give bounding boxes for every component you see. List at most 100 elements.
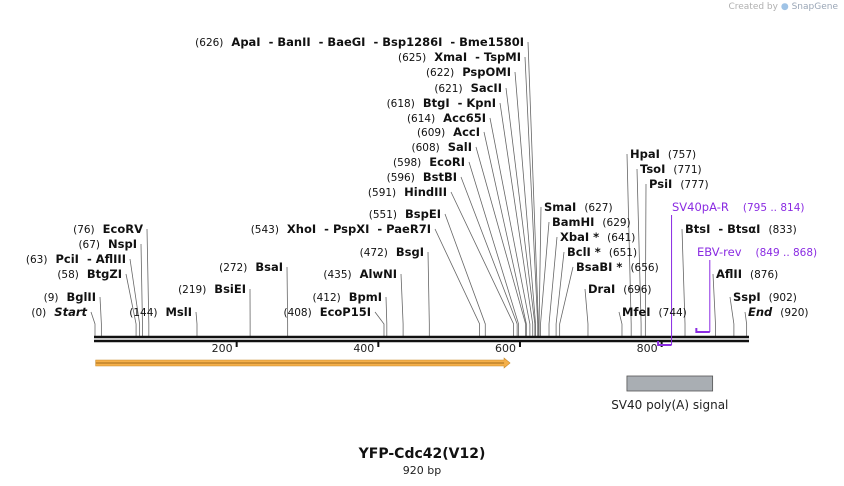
ruler-tick-label: 600 xyxy=(495,342,516,355)
site-label: (551) BspEI xyxy=(369,207,441,221)
cut-site-line xyxy=(475,146,527,336)
primer-label: SV40pA-R (795 .. 814) xyxy=(672,200,805,214)
cut-site-line xyxy=(468,161,519,336)
cut-site-line xyxy=(125,273,137,336)
cut-site-line xyxy=(559,266,574,336)
site-label: (622) PspOMI xyxy=(426,65,511,79)
cut-site-line xyxy=(286,266,289,336)
cut-site-line xyxy=(489,117,531,336)
primers: SV40pA-R (795 .. 814) EBV-rev (849 .. 868) xyxy=(657,200,817,346)
cut-site-line xyxy=(385,296,388,336)
cut-site-line xyxy=(434,228,481,336)
credit-brand: SnapGene xyxy=(791,2,838,12)
site-label: BclI * (651) xyxy=(567,245,637,259)
site-label: TsoI (771) xyxy=(640,162,702,176)
cut-site-line xyxy=(499,102,534,336)
site-label: (412) BpmI xyxy=(312,290,382,304)
site-label: SspI (902) xyxy=(733,290,797,304)
cut-site-line xyxy=(90,311,96,336)
polya-feature-label: SV40 poly(A) signal xyxy=(611,398,728,412)
primer-arrow xyxy=(657,341,672,346)
cut-site-line xyxy=(681,228,686,336)
snapgene-logo-icon: ● xyxy=(780,2,789,12)
cut-site-line xyxy=(636,168,642,336)
cut-site-line xyxy=(427,251,430,336)
cut-site-line xyxy=(460,176,518,336)
cut-site-line xyxy=(540,221,550,336)
site-label: (76) EcoRV xyxy=(73,222,143,236)
credit-prefix: Created by xyxy=(728,2,778,12)
site-label: AflII (876) xyxy=(716,267,778,281)
site-label: (63) PciI - AflIII xyxy=(26,252,126,266)
cut-site-line xyxy=(712,273,716,336)
backbone xyxy=(94,335,749,343)
cut-site-line xyxy=(195,311,198,336)
cut-site-line xyxy=(555,251,565,336)
cut-site-line xyxy=(644,183,647,336)
site-label: (609) AccI xyxy=(417,125,480,139)
cut-site-line xyxy=(729,296,735,336)
site-label: BtsI - BtsαI (833) xyxy=(685,222,797,236)
site-label: XbaI * (641) xyxy=(560,230,635,244)
cut-site-line xyxy=(483,131,527,336)
cut-site-line xyxy=(400,273,404,336)
site-label: BamHI (629) xyxy=(552,215,631,229)
plasmid-name: YFP-Cdc42(V12) xyxy=(358,446,486,462)
site-label: (144) MslI xyxy=(129,305,192,319)
cut-site-line xyxy=(129,258,141,336)
ruler-tick-label: 800 xyxy=(637,342,658,355)
site-labels: (626) ApaI - BanII - BaeGI - Bsp1286I - … xyxy=(26,35,809,319)
site-label: DraI (696) xyxy=(588,282,652,296)
site-label: (626) ApaI - BanII - BaeGI - Bsp1286I - … xyxy=(195,35,524,49)
site-label: (435) AlwNI xyxy=(323,267,397,281)
site-label: (219) BsiEI xyxy=(178,282,246,296)
site-label: SmaI (627) xyxy=(544,200,613,214)
cut-site-line xyxy=(527,41,539,336)
snapgene-credit: Created by ● SnapGene xyxy=(728,2,838,12)
cut-site-lines xyxy=(90,41,748,336)
cut-site-line xyxy=(744,311,748,336)
site-label: (625) XmaI - TspMI xyxy=(398,50,521,64)
site-label: PsiI (777) xyxy=(649,177,709,191)
site-label: End (920) xyxy=(748,305,809,319)
site-label: (618) BtgI - KpnI xyxy=(387,96,496,110)
site-label: (472) BsgI xyxy=(360,245,424,259)
site-label: (621) SacII xyxy=(434,81,502,95)
polya-feature-box xyxy=(626,375,714,392)
site-label: (408) EcoP15I xyxy=(283,305,371,319)
features: SV40 poly(A) signal xyxy=(95,357,728,412)
site-label: (591) HindIII xyxy=(368,185,447,199)
ruler-tick-label: 400 xyxy=(353,342,374,355)
cut-site-line xyxy=(140,243,143,336)
site-label: (598) EcoRI xyxy=(393,155,465,169)
cut-site-line xyxy=(514,71,536,336)
site-label: (608) SalI xyxy=(411,140,472,154)
primer-label: EBV-rev (849 .. 868) xyxy=(697,245,817,259)
site-label: (9) BglII xyxy=(44,290,96,304)
cut-site-line xyxy=(524,56,539,336)
cut-site-line xyxy=(99,296,102,336)
site-label: (67) NspI xyxy=(78,237,137,251)
cut-site-line xyxy=(548,236,558,336)
cut-site-line xyxy=(505,87,536,336)
plasmid-length: 920 bp xyxy=(402,464,442,477)
cut-site-line xyxy=(146,228,150,336)
site-label: (596) BstBI xyxy=(387,170,457,184)
site-label: (614) Acc65I xyxy=(407,111,486,125)
site-label: HpaI (757) xyxy=(630,147,696,161)
site-label: (543) XhoI - PspXI - PaeR7I xyxy=(251,222,431,236)
site-label: (58) BtgZI xyxy=(57,267,122,281)
site-label: BsaBI * (656) xyxy=(576,260,659,274)
ruler-tick-label: 200 xyxy=(212,342,233,355)
cut-site-line xyxy=(450,191,515,336)
site-label: MfeI (744) xyxy=(622,305,687,319)
cut-site-line xyxy=(584,288,589,336)
cut-site-line xyxy=(538,206,542,336)
site-label: (0) Start xyxy=(31,305,87,319)
cut-site-line xyxy=(618,311,623,336)
ruler: 200 400 600 800 xyxy=(212,342,663,355)
cut-site-line xyxy=(444,213,486,336)
primer-arrow xyxy=(695,328,710,333)
cut-site-line xyxy=(626,153,632,336)
